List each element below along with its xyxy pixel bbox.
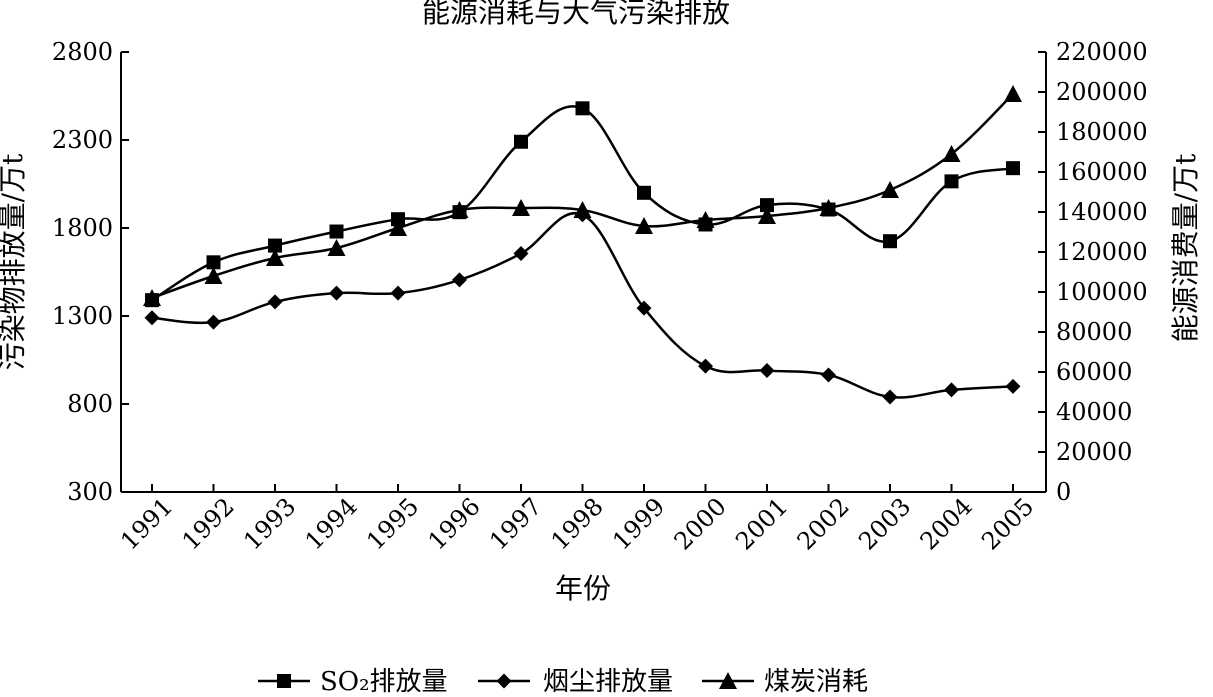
so2-point xyxy=(883,234,897,249)
dust-point xyxy=(390,285,406,301)
so2-point xyxy=(206,255,221,270)
right-tick-label: 220000 xyxy=(1056,38,1148,66)
right-tick-label: 100000 xyxy=(1056,278,1148,306)
x-tick-label: 1992 xyxy=(177,492,240,555)
dust-point xyxy=(944,382,959,398)
x-tick-label: 1997 xyxy=(484,492,547,555)
x-tick-label: 1993 xyxy=(238,492,301,555)
so2-point xyxy=(329,224,344,239)
coal-point xyxy=(450,201,469,218)
coal-series-line-group xyxy=(143,85,1022,306)
right-tick-label: 80000 xyxy=(1056,318,1132,346)
right-tick-label: 180000 xyxy=(1056,118,1148,146)
legend-marker xyxy=(719,672,737,689)
dust-point xyxy=(329,285,344,301)
x-tick-label: 2000 xyxy=(669,492,732,555)
legend: SO₂排放量 烟尘排放量 煤炭消耗 xyxy=(258,667,868,697)
so2-point xyxy=(575,101,590,116)
dust-point xyxy=(144,310,160,326)
right-tick-label: 200000 xyxy=(1056,78,1148,106)
left-tick-label: 2300 xyxy=(52,126,113,154)
right-tick-label: 0 xyxy=(1056,478,1071,506)
dust-point xyxy=(267,294,283,310)
x-tick-label: 1994 xyxy=(300,492,363,555)
x-tick-label: 1995 xyxy=(361,492,424,555)
left-tick-label: 2800 xyxy=(52,38,113,66)
series-group xyxy=(143,85,1022,405)
y-left-axis-label: 污染物排放量/万t xyxy=(0,153,29,370)
so2-point xyxy=(944,174,959,189)
so2-point xyxy=(637,185,651,200)
right-tick-label: 40000 xyxy=(1056,398,1132,426)
right-tick-label: 120000 xyxy=(1056,238,1148,266)
legend-label: SO₂排放量 xyxy=(320,667,448,697)
right-tick-label: 60000 xyxy=(1056,358,1132,386)
x-tick-label: 1996 xyxy=(423,492,486,555)
y-right-axis-label: 能源消费量/万t xyxy=(1169,153,1202,342)
so2-point xyxy=(268,238,282,253)
x-tick-label: 2002 xyxy=(792,492,855,555)
x-tick-label: 2003 xyxy=(853,492,916,555)
coal-point xyxy=(1004,85,1022,102)
coal-point xyxy=(696,211,715,228)
x-tick-label: 1991 xyxy=(115,492,178,555)
so2-point xyxy=(514,134,528,149)
coal-point xyxy=(635,217,653,234)
dust-point xyxy=(821,367,836,383)
right-tick-label: 140000 xyxy=(1056,198,1148,226)
coal-point xyxy=(512,199,530,216)
x-axis-label: 年份 xyxy=(555,572,611,605)
right-tick-label: 20000 xyxy=(1056,438,1132,466)
legend-marker xyxy=(496,673,512,689)
dust-point xyxy=(513,246,529,262)
coal-point xyxy=(942,145,961,162)
dust-point xyxy=(636,300,652,316)
coal-point xyxy=(143,289,161,306)
x-tick-label: 1998 xyxy=(546,492,609,555)
coal-point xyxy=(204,267,223,284)
coal-point xyxy=(881,181,899,198)
so2-point xyxy=(760,198,774,213)
dust-point xyxy=(698,358,713,374)
so2-point xyxy=(1006,161,1020,176)
coal-point xyxy=(266,249,284,266)
legend-marker xyxy=(277,674,291,688)
right-axis-ticks: 0 20000 40000 60000 80000 100000 120000 140000 1… xyxy=(1038,38,1148,506)
x-tick-label: 1999 xyxy=(607,492,670,555)
coal-point xyxy=(389,219,407,236)
dust-point xyxy=(1005,378,1021,394)
dust-point xyxy=(206,314,221,330)
coal-point xyxy=(327,239,346,256)
coal-point xyxy=(758,207,776,224)
chart-title: 能源消耗与大气污染排放 xyxy=(422,0,730,29)
dust-point xyxy=(452,272,467,288)
left-tick-label: 1800 xyxy=(52,214,113,242)
dust-point xyxy=(882,389,898,405)
left-tick-label: 300 xyxy=(67,478,113,506)
x-tick-label: 2005 xyxy=(976,492,1039,555)
dust-point xyxy=(759,363,775,379)
legend-label: 烟尘排放量 xyxy=(543,667,673,697)
right-tick-label: 160000 xyxy=(1056,158,1148,186)
legend-label: 煤炭消耗 xyxy=(764,667,868,697)
x-axis-ticks: 1991199219931994199519961997199819992000… xyxy=(115,484,1039,555)
legend-item: 烟尘排放量 xyxy=(478,667,673,697)
left-tick-label: 800 xyxy=(67,390,113,418)
legend-item: 煤炭消耗 xyxy=(702,667,868,697)
coal-point xyxy=(819,199,838,216)
x-tick-label: 2004 xyxy=(915,492,978,555)
left-axis-ticks: 300 800 1300 1800 2300 2800 xyxy=(52,38,129,506)
legend-item: SO₂排放量 xyxy=(258,667,448,697)
x-tick-label: 2001 xyxy=(730,492,793,555)
left-tick-label: 1300 xyxy=(52,302,113,330)
coal-point xyxy=(573,201,592,218)
